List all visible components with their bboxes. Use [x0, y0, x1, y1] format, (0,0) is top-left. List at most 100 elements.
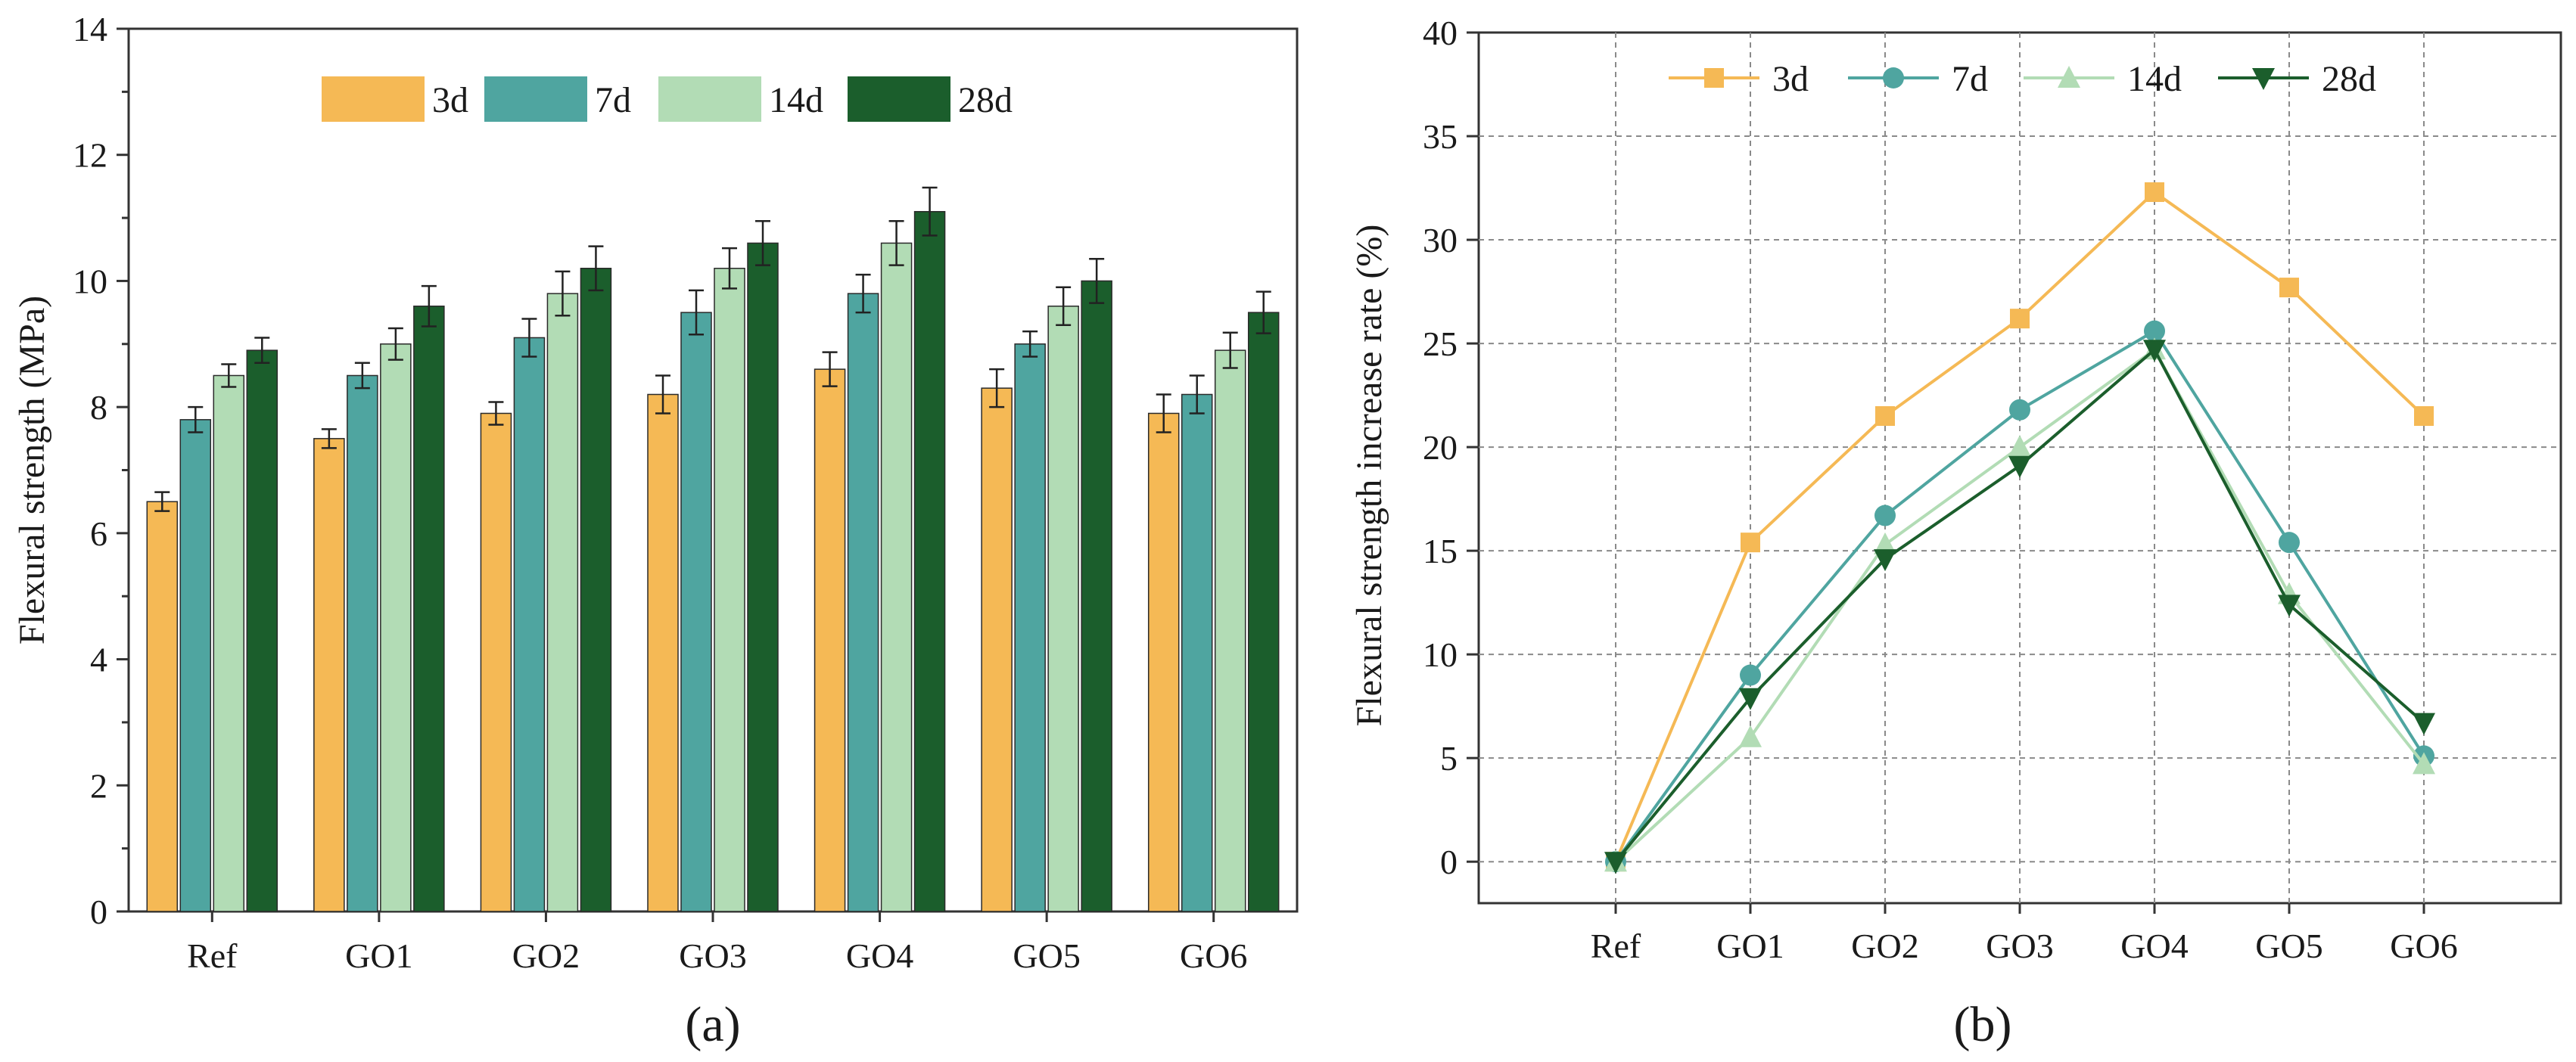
data-point-3d-GO3: [2010, 309, 2030, 329]
bar-28d-GO4: [913, 210, 946, 912]
y-tick-label: 5: [1440, 739, 1458, 778]
x-tick-label: GO4: [2120, 927, 2188, 965]
bar-28d-GO2: [580, 268, 612, 912]
bar-14d-Ref: [213, 374, 245, 912]
bar-28d-Ref: [246, 349, 278, 912]
data-point-14d-GO2: [1874, 532, 1896, 554]
y-tick-label: 8: [90, 388, 107, 427]
legend-label-14d: 14d: [2127, 59, 2182, 99]
x-tick-label: GO2: [512, 936, 580, 975]
x-tick-label: GO1: [345, 936, 412, 975]
bar-7d-GO5: [1014, 343, 1046, 912]
data-point-14d-GO1: [1739, 725, 1762, 747]
y-tick-label: 30: [1423, 221, 1458, 259]
bar-7d-GO1: [347, 374, 378, 912]
legend-marker-3d: [1704, 68, 1724, 88]
bar-28d-GO1: [413, 306, 445, 912]
bar-28d-GO5: [1081, 280, 1112, 912]
x-tick-label: GO5: [2255, 927, 2322, 965]
x-tick-label: Ref: [187, 936, 238, 975]
y-tick-label: 0: [90, 893, 107, 931]
data-point-28d-GO4: [2143, 340, 2166, 362]
bar-chart-panel-a: 0 2 4 6 8 10 12 14 Ref GO1 GO2 GO3 GO4 GO5 GO6 Flexural…: [12, 10, 1299, 1052]
data-point-28d-GO5: [2278, 595, 2301, 617]
data-point-28d-GO3: [2008, 455, 2031, 478]
bar-14d-GO1: [380, 343, 412, 912]
bar-14d-GO5: [1047, 306, 1079, 912]
line-chart-panel-b: 0 5 10 15 20 25 30 35 40 Ref GO1 GO2 GO3 GO4 GO5 GO6 Fle…: [1349, 14, 2562, 1052]
panel-label-b: (b): [1954, 997, 2012, 1052]
x-tick-label: GO6: [2390, 927, 2457, 965]
bar-14d-GO2: [546, 293, 579, 912]
legend-swatch-14d: [658, 76, 761, 122]
data-point-7d-GO2: [1874, 505, 1896, 526]
x-tick-label: GO5: [1013, 936, 1080, 975]
data-point-28d-GO2: [1874, 549, 1896, 572]
legend-marker-28d: [2252, 68, 2275, 90]
panel-label-a: (a): [685, 997, 740, 1052]
x-tick-label: Ref: [1591, 927, 1641, 965]
y-tick-label: 10: [1423, 635, 1458, 674]
bar-3d-GO5: [981, 387, 1013, 912]
bar-3d-GO4: [814, 368, 846, 912]
x-tick-label: GO3: [679, 936, 746, 975]
bar-7d-Ref: [179, 419, 212, 912]
x-tick-label: GO1: [1716, 927, 1784, 965]
data-point-28d-Ref: [1604, 852, 1627, 874]
bar-14d-GO4: [880, 242, 913, 912]
legend-label-3d: 3d: [1772, 59, 1809, 99]
y-tick-label: 2: [90, 766, 107, 805]
bar-3d-GO6: [1147, 412, 1180, 912]
legend-marker-14d: [2058, 66, 2080, 88]
y-tick-label: 20: [1423, 428, 1458, 467]
y-tick-label: 0: [1440, 843, 1458, 881]
bar-7d-GO4: [847, 293, 879, 912]
data-point-28d-GO1: [1739, 688, 1762, 710]
legend-label-28d: 28d: [958, 80, 1013, 120]
legend-marker-7d: [1883, 67, 1904, 88]
bar-28d-GO3: [747, 242, 779, 912]
legend-label-7d: 7d: [595, 80, 631, 120]
data-point-3d-GO2: [1875, 405, 1895, 426]
y-axis-title: Flexural strength increase rate (%): [1349, 225, 1389, 727]
data-point-7d-GO4: [2144, 320, 2165, 342]
y-tick-label: 14: [73, 10, 107, 48]
bar-3d-GO3: [647, 393, 679, 912]
bar-7d-GO3: [680, 312, 712, 912]
y-tick-label: 35: [1423, 117, 1458, 156]
bar-7d-GO2: [513, 337, 546, 912]
y-tick-label: 10: [73, 262, 107, 300]
bar-3d-GO2: [480, 412, 512, 912]
bar-28d-GO6: [1247, 312, 1280, 912]
data-point-3d-GO4: [2145, 182, 2164, 203]
data-point-7d-GO1: [1740, 664, 1761, 686]
legend-label-3d: 3d: [432, 80, 468, 120]
data-point-14d-GO3: [2008, 435, 2031, 458]
legend-label-7d: 7d: [1952, 59, 1988, 99]
bar-14d-GO3: [714, 268, 745, 912]
data-point-7d-GO3: [2009, 399, 2030, 421]
y-tick-label: 12: [73, 136, 107, 175]
data-point-7d-GO5: [2279, 532, 2300, 554]
legend-swatch-28d: [848, 76, 950, 122]
x-tick-label: GO4: [846, 936, 913, 975]
legend-swatch-3d: [322, 76, 425, 122]
y-tick-label: 4: [90, 641, 107, 679]
bar-14d-GO6: [1214, 349, 1246, 912]
x-tick-label: GO3: [1986, 927, 2053, 965]
y-tick-label: 6: [90, 514, 107, 553]
data-point-14d-GO6: [2413, 752, 2435, 775]
legend-label-28d: 28d: [2322, 59, 2376, 99]
y-tick-label: 40: [1423, 14, 1458, 52]
bar-3d-GO1: [313, 438, 345, 912]
bar-7d-GO6: [1181, 393, 1213, 912]
legend-swatch-7d: [484, 76, 587, 122]
data-point-3d-GO6: [2414, 405, 2434, 426]
data-point-3d-GO5: [2279, 278, 2299, 298]
x-tick-label: GO2: [1851, 927, 1918, 965]
data-point-3d-GO1: [1741, 533, 1760, 553]
data-point-28d-GO6: [2413, 713, 2435, 735]
x-tick-label: GO6: [1180, 936, 1247, 975]
y-axis-title: Flexural strength (MPa): [12, 296, 52, 644]
